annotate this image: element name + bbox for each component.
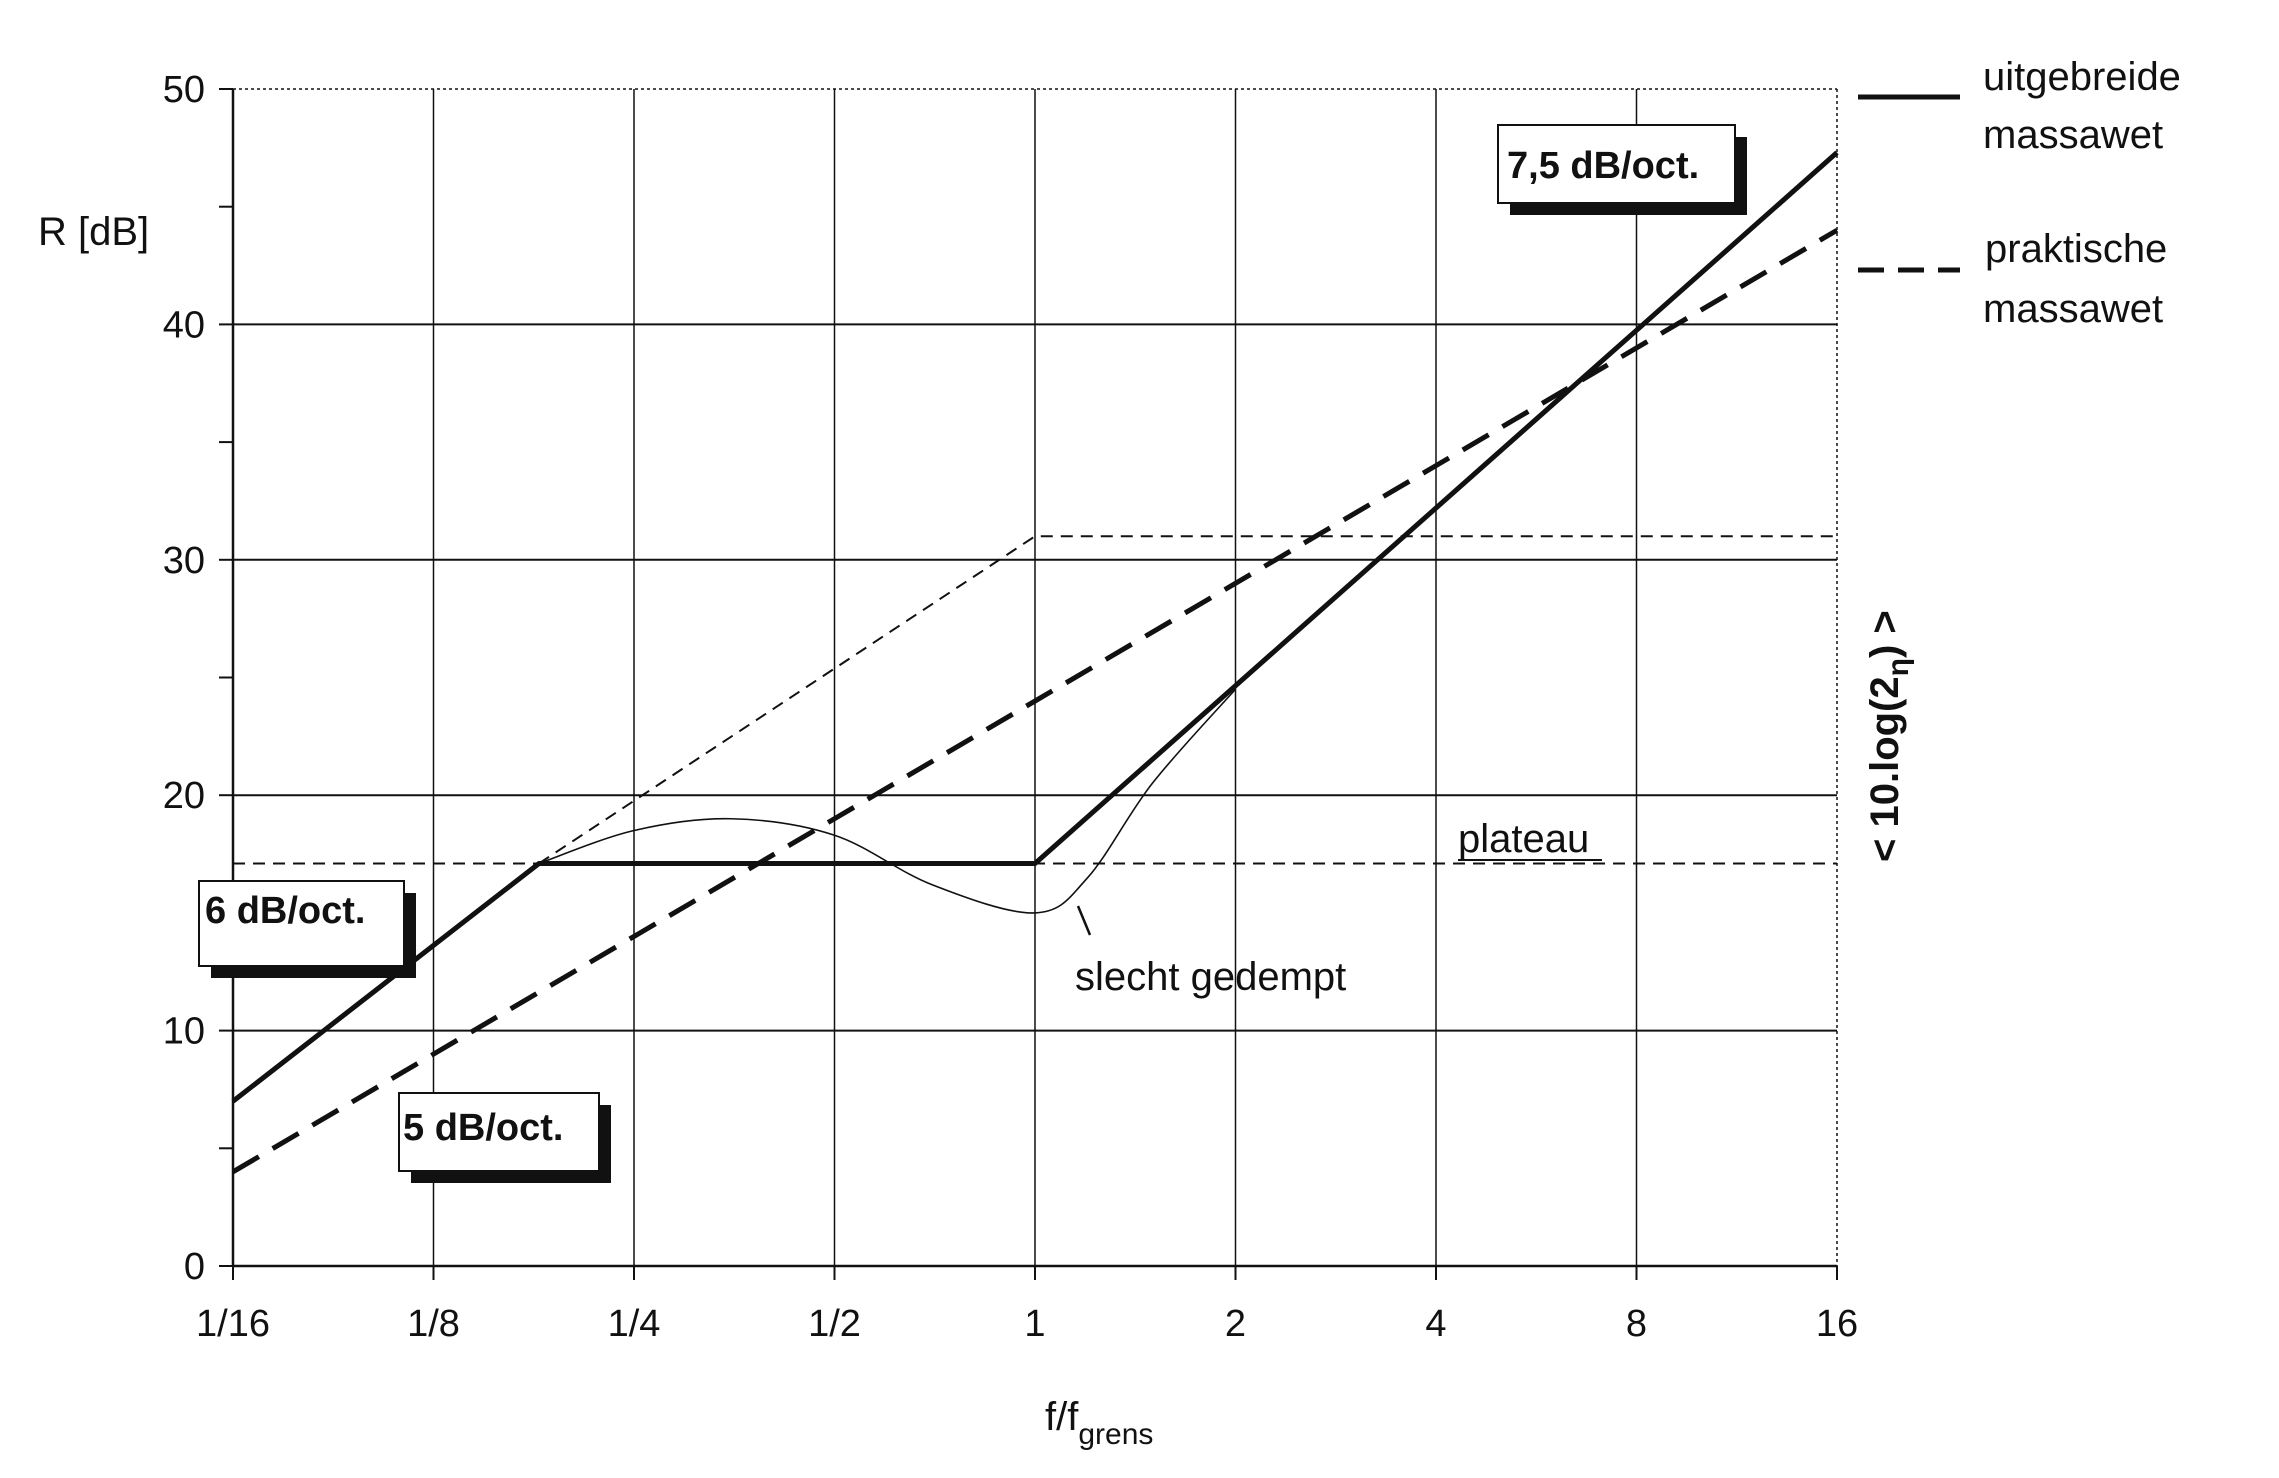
slecht-gedempt-label: slecht gedempt <box>1075 955 1346 999</box>
svg-text:7,5 dB/oct.: 7,5 dB/oct. <box>1507 145 1699 187</box>
grid <box>219 88 1838 1280</box>
slope-box-75: 7,5 dB/oct. <box>1497 124 1747 215</box>
legend: uitgebreide massawet praktische massawet <box>1858 55 2181 331</box>
y-tick-label: 30 <box>163 540 205 582</box>
legend-label-2a: praktische <box>1985 227 2167 271</box>
x-tick-label: 1/4 <box>608 1303 661 1345</box>
slope-box-5: 5 dB/oct. <box>398 1092 611 1183</box>
plateau-label: plateau <box>1458 817 1589 861</box>
series-line-solid-thin-4 <box>538 688 1237 914</box>
slecht-gedempt-pointer <box>1076 905 1092 936</box>
series-line-dashed-thin-2 <box>538 535 1837 865</box>
y-tick-label: 10 <box>163 1011 205 1053</box>
svg-text:< 10.log(2η) >: < 10.log(2η) > <box>1863 610 1915 862</box>
svg-text:5 dB/oct.: 5 dB/oct. <box>403 1107 563 1149</box>
series-layer <box>231 150 1839 1174</box>
x-tick-label: 4 <box>1425 1303 1446 1345</box>
x-tick-label: 2 <box>1225 1303 1246 1345</box>
y-tick-label: 40 <box>163 304 205 346</box>
x-tick-label: 1/8 <box>407 1303 460 1345</box>
x-axis-label: f/fgrens <box>1045 1395 1153 1451</box>
right-axis-annotation: < 10.log(2η) > <box>1863 610 1915 862</box>
series-line-uitgebreide-massawet <box>231 150 1839 1104</box>
x-tick-label: 16 <box>1816 1303 1858 1345</box>
y-tick-label: 50 <box>163 69 205 111</box>
legend-label-2b: massawet <box>1983 287 2163 331</box>
svg-text:6 dB/oct.: 6 dB/oct. <box>205 890 365 932</box>
legend-label-1b: massawet <box>1983 113 2163 157</box>
x-tick-label: 1 <box>1024 1303 1045 1345</box>
series-line-praktische-massawet <box>231 228 1839 1174</box>
x-tick-label: 1/2 <box>808 1303 861 1345</box>
legend-label-1a: uitgebreide <box>1983 55 2181 99</box>
x-tick-label: 8 <box>1626 1303 1647 1345</box>
slope-box-6: 6 dB/oct. <box>198 880 416 978</box>
y-tick-label: 0 <box>184 1246 205 1288</box>
x-tick-label: 1/16 <box>196 1303 270 1345</box>
y-axis-label: R [dB] <box>38 210 149 254</box>
y-tick-label: 20 <box>163 775 205 817</box>
tick-labels: 0 10 20 30 40 50 1/16 1/8 1/4 1/2 1 2 4 8 16 <box>163 69 1858 1345</box>
